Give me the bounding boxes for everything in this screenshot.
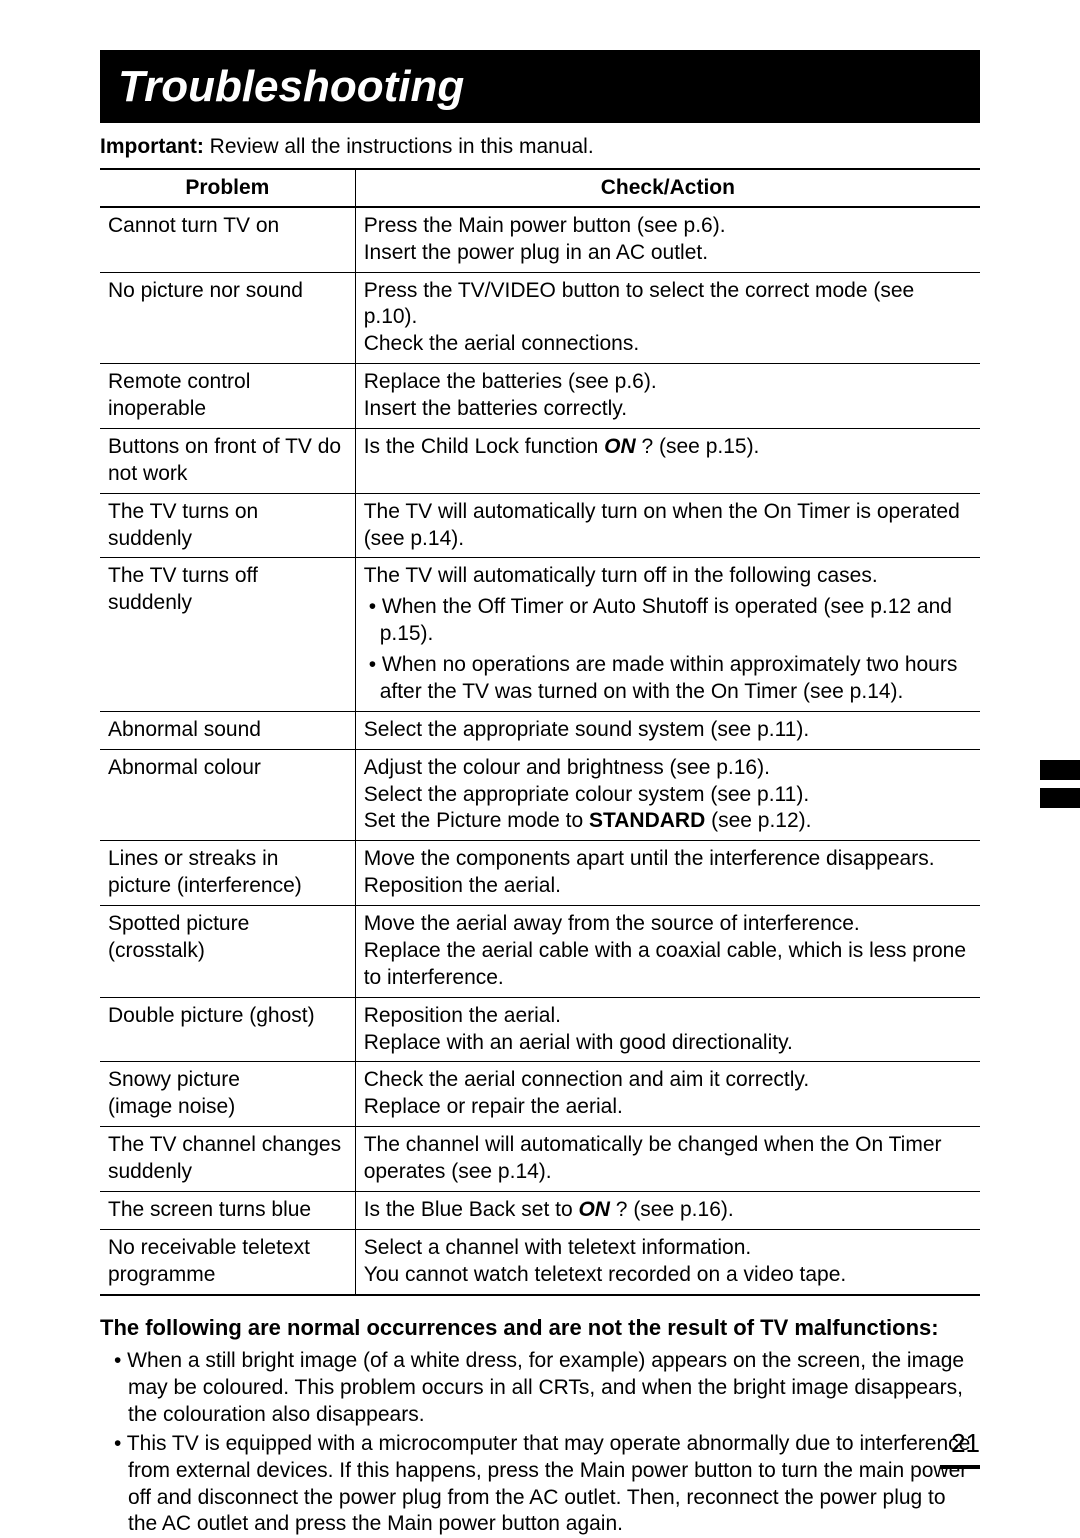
- troubleshooting-table: Problem Check/Action Cannot turn TV onPr…: [100, 168, 980, 1295]
- page-number: 21: [940, 1427, 980, 1469]
- title-bar: Troubleshooting: [100, 50, 980, 123]
- action-cell: The TV will automatically turn on when t…: [355, 493, 980, 558]
- side-tab: [1040, 788, 1080, 808]
- table-row: Abnormal soundSelect the appropriate sou…: [100, 711, 980, 749]
- problem-cell: Remote control inoperable: [100, 364, 355, 429]
- problem-cell: The screen turns blue: [100, 1191, 355, 1229]
- problem-cell: No receivable teletext programme: [100, 1229, 355, 1294]
- problem-cell: Snowy picture(image noise): [100, 1062, 355, 1127]
- normal-bullet: • When a still bright image (of a white …: [100, 1348, 980, 1429]
- action-cell: Press the Main power button (see p.6).In…: [355, 207, 980, 272]
- table-row: Buttons on front of TV do not workIs the…: [100, 428, 980, 493]
- table-header-problem: Problem: [100, 169, 355, 206]
- action-cell: The channel will automatically be change…: [355, 1127, 980, 1192]
- problem-cell: Abnormal colour: [100, 749, 355, 841]
- table-row: Spotted picture (crosstalk)Move the aeri…: [100, 906, 980, 998]
- problem-cell: Double picture (ghost): [100, 997, 355, 1062]
- action-cell: Reposition the aerial.Replace with an ae…: [355, 997, 980, 1062]
- side-tab: [1040, 760, 1080, 780]
- problem-cell: The TV turns on suddenly: [100, 493, 355, 558]
- action-cell: Press the TV/VIDEO button to select the …: [355, 272, 980, 364]
- table-row: Abnormal colourAdjust the colour and bri…: [100, 749, 980, 841]
- table-row: Double picture (ghost)Reposition the aer…: [100, 997, 980, 1062]
- problem-cell: Spotted picture (crosstalk): [100, 906, 355, 998]
- table-row: Cannot turn TV onPress the Main power bu…: [100, 207, 980, 272]
- action-cell: The TV will automatically turn off in th…: [355, 558, 980, 711]
- table-row: Remote control inoperableReplace the bat…: [100, 364, 980, 429]
- normal-heading: The following are normal occurrences and…: [100, 1314, 980, 1343]
- table-row: The TV channel changes suddenlyThe chann…: [100, 1127, 980, 1192]
- problem-cell: The TV channel changes suddenly: [100, 1127, 355, 1192]
- table-row: No picture nor soundPress the TV/VIDEO b…: [100, 272, 980, 364]
- table-row: The TV turns on suddenlyThe TV will auto…: [100, 493, 980, 558]
- problem-cell: Abnormal sound: [100, 711, 355, 749]
- action-cell: Check the aerial connection and aim it c…: [355, 1062, 980, 1127]
- normal-bullet: • This TV is equipped with a microcomput…: [100, 1431, 980, 1538]
- page-title: Troubleshooting: [118, 62, 464, 111]
- table-row: The TV turns off suddenlyThe TV will aut…: [100, 558, 980, 711]
- side-tabs: [1040, 760, 1080, 808]
- action-cell: Replace the batteries (see p.6).Insert t…: [355, 364, 980, 429]
- table-row: The screen turns blueIs the Blue Back se…: [100, 1191, 980, 1229]
- problem-cell: Cannot turn TV on: [100, 207, 355, 272]
- important-text: Review all the instructions in this manu…: [204, 135, 594, 158]
- action-cell: Move the aerial away from the source of …: [355, 906, 980, 998]
- table-header-action: Check/Action: [355, 169, 980, 206]
- action-cell: Is the Blue Back set to ON ? (see p.16).: [355, 1191, 980, 1229]
- problem-cell: The TV turns off suddenly: [100, 558, 355, 711]
- action-cell: Is the Child Lock function ON ? (see p.1…: [355, 428, 980, 493]
- normal-occurrences-section: The following are normal occurrences and…: [100, 1314, 980, 1538]
- important-note: Important: Review all the instructions i…: [100, 133, 980, 160]
- action-cell: Select a channel with teletext informati…: [355, 1229, 980, 1294]
- table-row: Snowy picture(image noise)Check the aeri…: [100, 1062, 980, 1127]
- action-cell: Select the appropriate sound system (see…: [355, 711, 980, 749]
- action-cell: Adjust the colour and brightness (see p.…: [355, 749, 980, 841]
- problem-cell: Lines or streaks in picture (interferenc…: [100, 841, 355, 906]
- action-cell: Move the components apart until the inte…: [355, 841, 980, 906]
- problem-cell: No picture nor sound: [100, 272, 355, 364]
- important-label: Important:: [100, 135, 204, 158]
- problem-cell: Buttons on front of TV do not work: [100, 428, 355, 493]
- table-row: Lines or streaks in picture (interferenc…: [100, 841, 980, 906]
- table-row: No receivable teletext programmeSelect a…: [100, 1229, 980, 1294]
